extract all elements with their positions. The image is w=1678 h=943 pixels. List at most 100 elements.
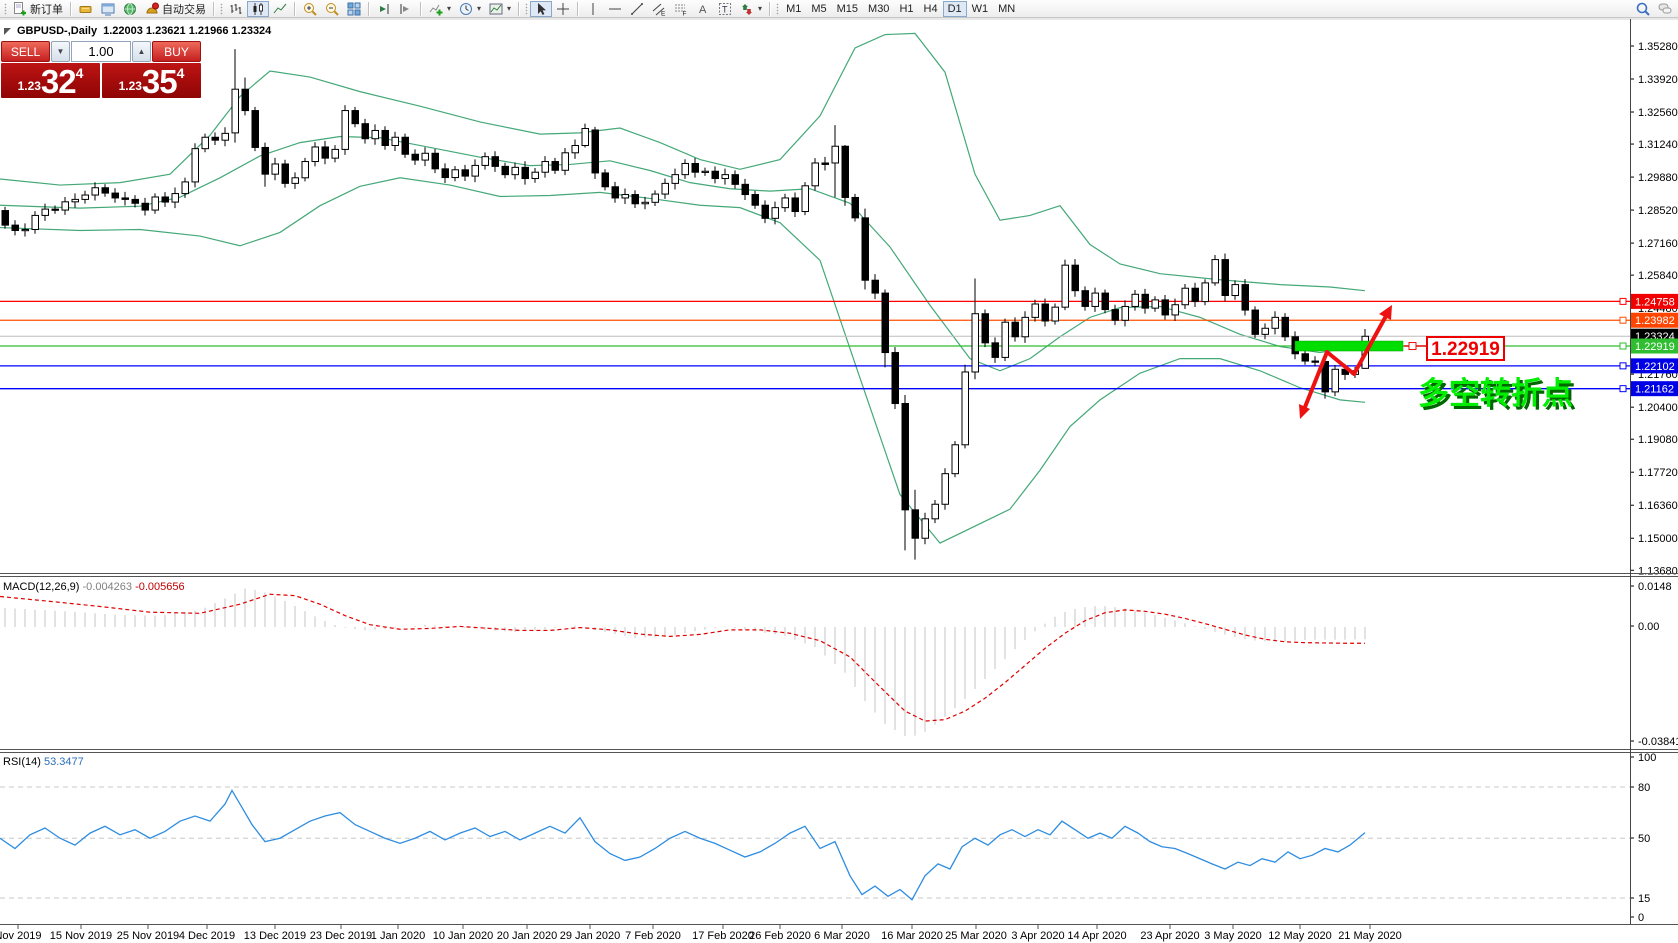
candle-down: [211, 136, 219, 141]
text-tool-button[interactable]: A: [692, 1, 714, 17]
toolbar-grip[interactable]: [776, 2, 780, 15]
price-marker-label: 1.22102: [1635, 361, 1675, 373]
candle-down: [1161, 299, 1169, 316]
sell-price-box[interactable]: 1.23 32 4: [1, 63, 100, 98]
toolbar-separator: [294, 1, 296, 16]
indicators-button[interactable]: ▾: [425, 1, 455, 17]
volume-decrease-button[interactable]: ▼: [51, 41, 70, 62]
time-axis-label: 4 Dec 2019: [179, 930, 235, 942]
time-axis-label: 25 Nov 2019: [117, 930, 179, 942]
periods-button[interactable]: ▾: [455, 1, 485, 17]
collapse-one-click-icon[interactable]: [4, 27, 11, 35]
tile-windows-button[interactable]: [343, 1, 365, 17]
timeframe-m15-button[interactable]: M15: [832, 1, 863, 17]
globe-icon: [124, 2, 136, 15]
chart-shift-button[interactable]: [373, 1, 395, 17]
rsi-title: RSI(14) 53.3477: [3, 756, 84, 768]
auto-scroll-button[interactable]: [395, 1, 417, 17]
timeframe-m5-button[interactable]: M5: [806, 1, 831, 17]
autotrade-button[interactable]: 自动交易: [141, 1, 210, 17]
line-handle: [1619, 316, 1627, 324]
candle-down: [361, 123, 369, 140]
candle-up: [941, 473, 949, 505]
timeframe-mn-button[interactable]: MN: [993, 1, 1020, 17]
time-axis-label: 20 Jan 2020: [497, 930, 558, 942]
candle-up: [1181, 287, 1189, 306]
candle-up: [301, 161, 309, 179]
candle-down: [11, 224, 19, 231]
fibonacci-tool-button[interactable]: F: [670, 1, 692, 17]
toolbar-grip[interactable]: [525, 2, 529, 15]
volume-field[interactable]: 1.00: [71, 41, 131, 62]
price-marker-box: [1631, 338, 1678, 354]
channel-tool-button[interactable]: E: [648, 1, 670, 17]
search-button[interactable]: [1632, 1, 1654, 17]
candle-down: [1251, 309, 1259, 335]
price-axis-label: 1.28520: [1638, 205, 1678, 217]
vertical-line-tool-button[interactable]: [582, 1, 604, 17]
text-label-tool-button[interactable]: T: [714, 1, 736, 17]
crosshair-icon: [557, 2, 570, 15]
candle-up: [151, 196, 159, 211]
candle-up: [781, 197, 789, 209]
strategy-tester-button[interactable]: [119, 1, 141, 17]
chat-button[interactable]: [1654, 1, 1676, 17]
candle-down: [491, 156, 499, 167]
timeframe-h1-button[interactable]: H1: [894, 1, 918, 17]
time-axis-label: 6 Mar 2020: [814, 930, 870, 942]
candle-down: [1311, 360, 1319, 363]
terminal-window-button[interactable]: [97, 1, 119, 17]
price-axis-label: 1.29880: [1638, 172, 1678, 184]
bar-chart-mode-button[interactable]: [225, 1, 247, 17]
candle-down: [401, 136, 409, 155]
timeframe-group: M1 M5 M15 M30 H1 H4 D1 W1 MN: [781, 0, 1020, 17]
sell-button[interactable]: SELL: [1, 41, 50, 62]
macd-axis-label: 0.00: [1638, 621, 1659, 633]
price-tag-text: 1.22919: [1431, 339, 1500, 360]
candle-down: [891, 352, 899, 405]
cursor-tool-button[interactable]: [530, 0, 553, 17]
zoom-in-button[interactable]: [299, 1, 321, 17]
new-order-button[interactable]: 新订单: [9, 1, 67, 17]
toolbar: 新订单: [0, 0, 1678, 18]
candle-chart-mode-button[interactable]: [247, 0, 269, 17]
candle-up: [31, 214, 39, 230]
toolbar-grip[interactable]: [220, 2, 223, 15]
candle-up: [1131, 293, 1139, 307]
timeframe-d1-button[interactable]: D1: [942, 0, 967, 17]
svg-text:T: T: [722, 4, 728, 14]
crosshair-tool-button[interactable]: [552, 1, 574, 17]
timeframe-w1-button[interactable]: W1: [967, 1, 994, 17]
svg-text:F: F: [683, 10, 687, 16]
candle-up: [21, 228, 29, 232]
time-axis-label: 26 Feb 2020: [749, 930, 811, 942]
candle-down: [1081, 290, 1089, 307]
price-marker-label: 1.21162: [1635, 384, 1674, 396]
zoom-out-button[interactable]: [321, 1, 343, 17]
arrows-tool-button[interactable]: ▾: [736, 1, 766, 17]
timeframe-m1-button[interactable]: M1: [781, 1, 806, 17]
candle-up: [951, 444, 959, 475]
price-axis-label: 1.19080: [1638, 434, 1678, 446]
toolbar-separator: [70, 1, 72, 16]
turning-point-text: 多空转折点: [1418, 376, 1573, 411]
volume-increase-button[interactable]: ▲: [132, 41, 151, 62]
svg-text:A: A: [699, 4, 707, 16]
dropdown-caret-icon: ▾: [507, 4, 512, 13]
candle-down: [131, 198, 139, 204]
candle-up: [231, 88, 239, 134]
timeframe-m30-button[interactable]: M30: [863, 1, 894, 17]
buy-button[interactable]: BUY: [152, 41, 201, 62]
market-watch-button[interactable]: [75, 1, 97, 17]
line-chart-mode-button[interactable]: [269, 1, 291, 17]
toolbar-grip[interactable]: [4, 2, 7, 15]
candle-up: [451, 169, 459, 179]
candle-up: [621, 194, 629, 199]
horizontal-line-tool-button[interactable]: [604, 1, 626, 17]
timeframe-h4-button[interactable]: H4: [919, 1, 943, 17]
templates-button[interactable]: ▾: [485, 1, 515, 17]
buy-price-box[interactable]: 1.23 35 4: [102, 63, 201, 98]
trendline-tool-button[interactable]: [626, 1, 648, 17]
